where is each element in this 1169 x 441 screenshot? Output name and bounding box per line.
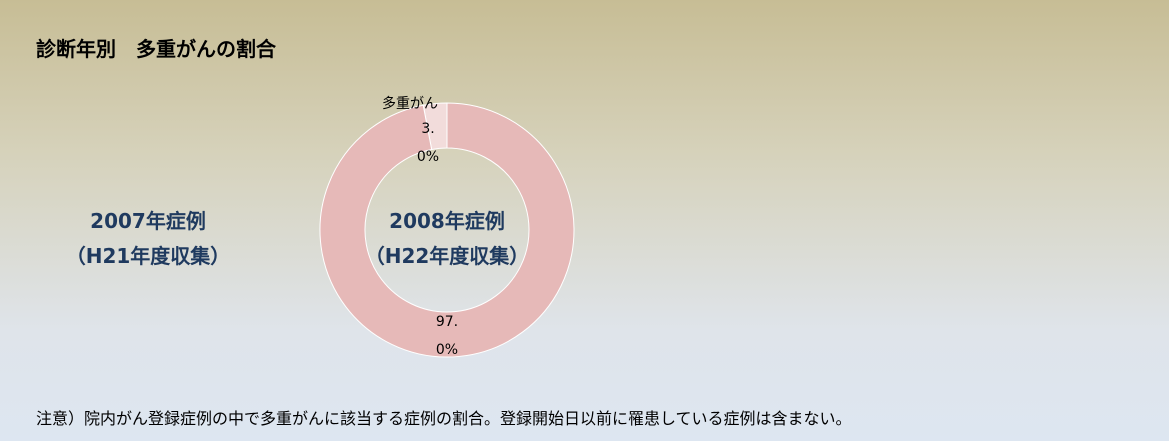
slice-label: 多重がん (382, 96, 438, 112)
side-label: 2007年症例 (90, 209, 206, 233)
center-label: 2008年症例 (389, 209, 505, 233)
slice (319, 102, 575, 358)
value-label: 97.0% (435, 314, 459, 358)
center-label: （H22年度収集） (364, 244, 530, 268)
note: 注意）院内がん登録症例の中で多重がんに該当する症例の割合。登録開始日以前に罹患し… (36, 409, 852, 428)
side-label: （H21年度収集） (65, 244, 231, 268)
title: 診断年別 多重がんの割合 (36, 37, 276, 61)
value-label: 3.0% (416, 121, 440, 165)
